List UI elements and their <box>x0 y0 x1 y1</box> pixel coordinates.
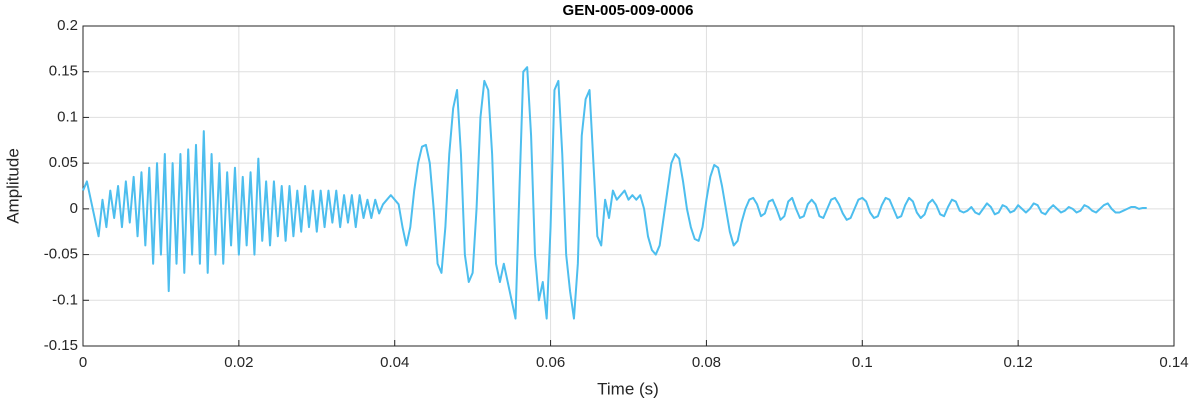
chart-title: GEN-005-009-0006 <box>563 2 694 19</box>
x-tick-label: 0.04 <box>380 354 409 371</box>
x-tick-label: 0.06 <box>536 354 565 371</box>
y-tick-label: 0.2 <box>57 17 78 34</box>
y-tick-label: 0.15 <box>49 63 78 80</box>
waveform-line <box>82 66 1147 320</box>
y-tick-label: 0.05 <box>49 154 78 171</box>
y-tick-label: -0.15 <box>44 337 78 354</box>
x-tick-label: 0 <box>79 354 87 371</box>
y-tick-label: 0.1 <box>57 108 78 125</box>
y-tick-label: -0.05 <box>44 246 78 263</box>
plot-frame <box>82 25 1175 347</box>
x-tick-label: 0.12 <box>1004 354 1033 371</box>
x-tick-label: 0.02 <box>224 354 253 371</box>
x-tick-label: 0.08 <box>692 354 721 371</box>
x-axis-label: Time (s) <box>597 379 659 398</box>
x-tick-label: 0.14 <box>1159 354 1188 371</box>
x-tick-label: 0.1 <box>852 354 873 371</box>
y-tick-label: -0.1 <box>52 291 78 308</box>
y-axis-label: Amplitude <box>3 148 22 224</box>
y-tick-label: 0 <box>70 200 78 217</box>
